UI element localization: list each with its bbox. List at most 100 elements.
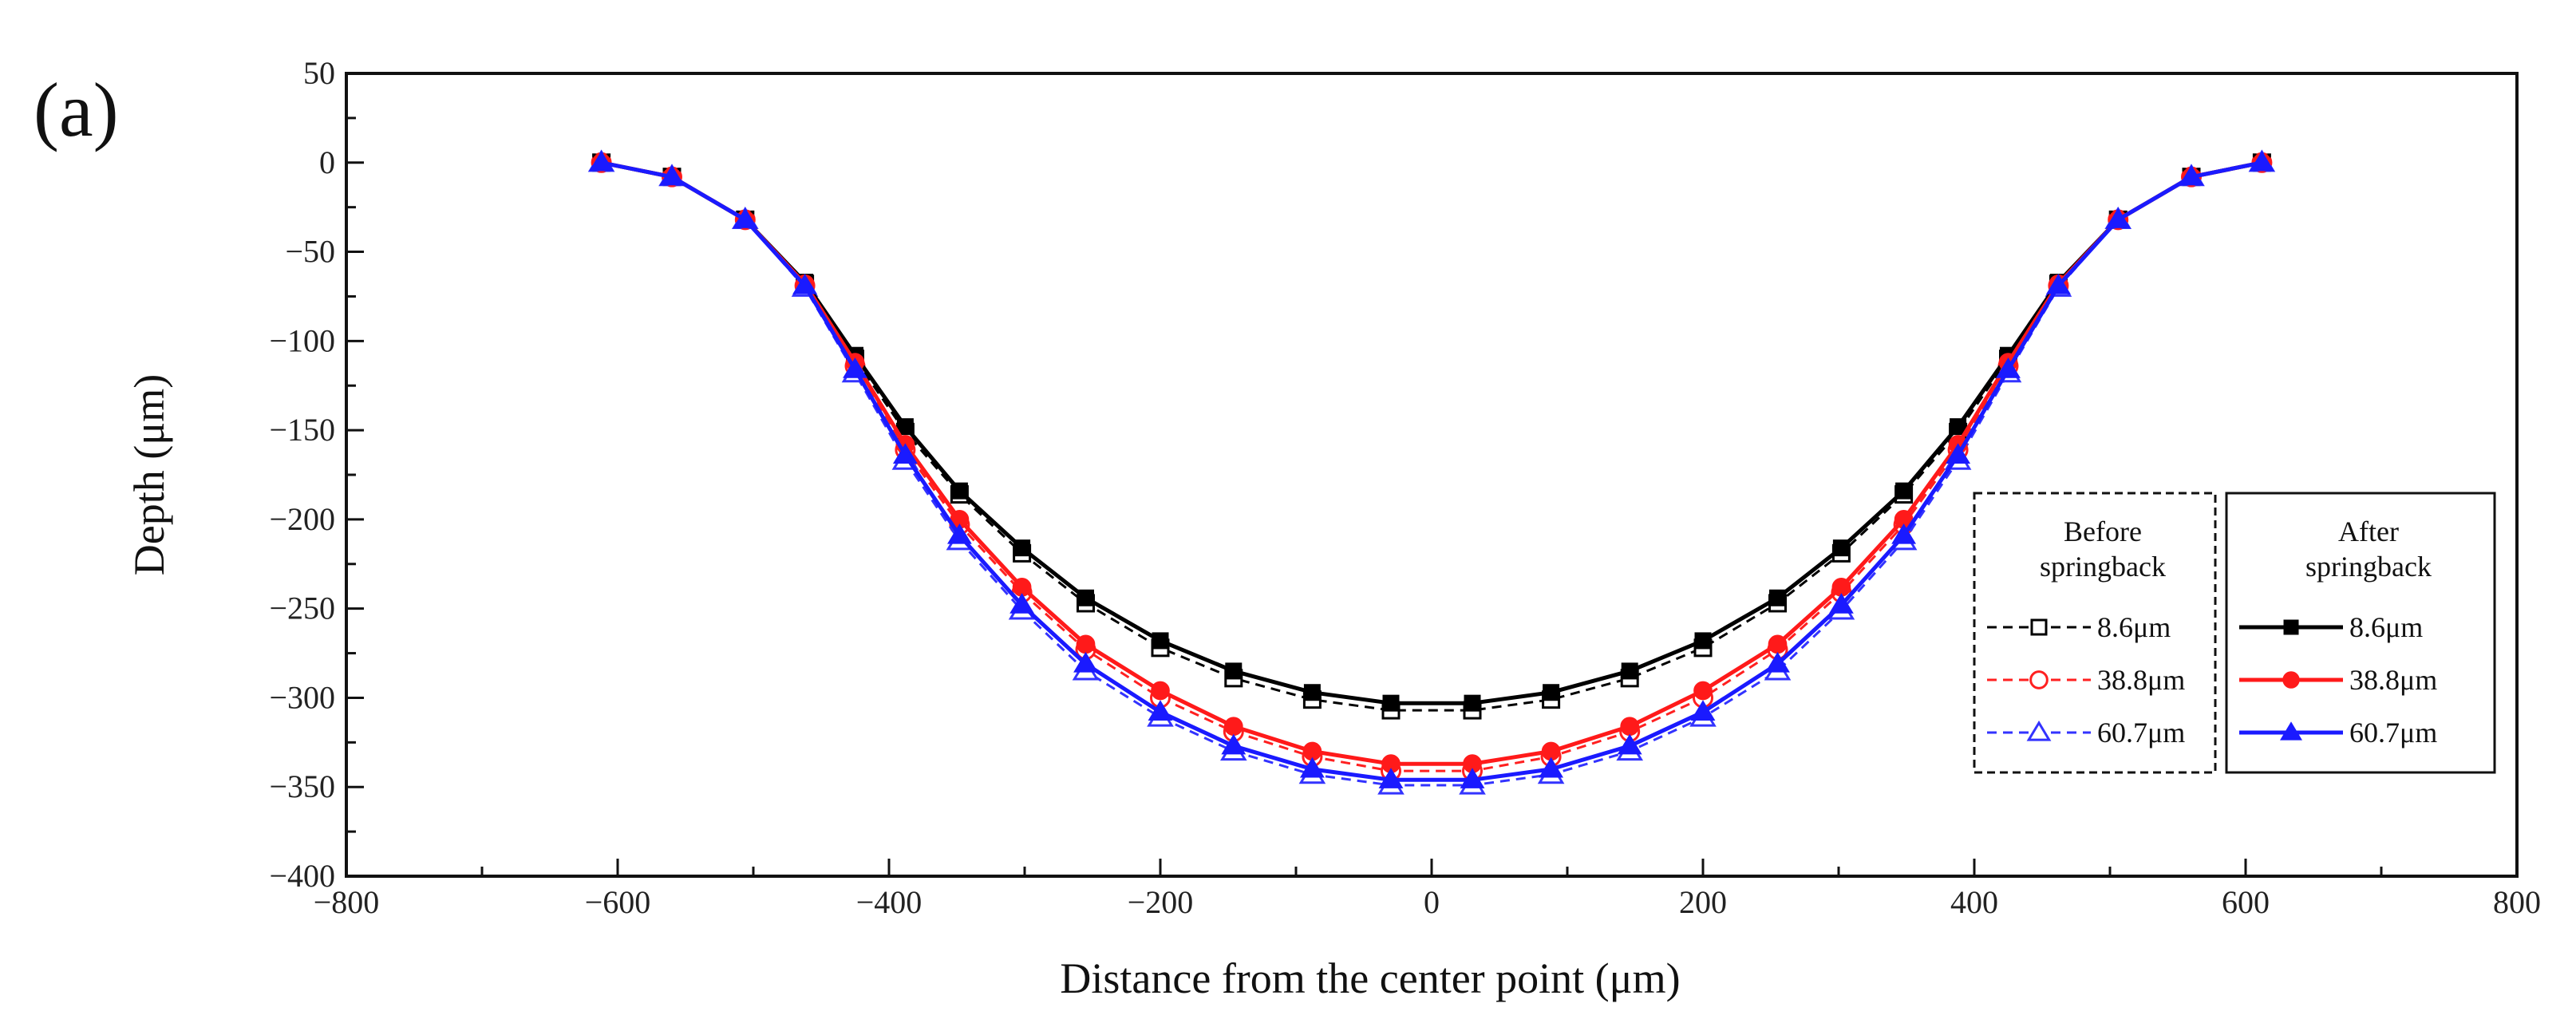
data-point (1765, 651, 1790, 673)
y-tick-label: −150 (269, 412, 335, 448)
panel-label: (a) (34, 67, 119, 152)
data-point (1832, 539, 1850, 557)
data-point (1895, 482, 1913, 500)
data-point (1541, 741, 1561, 761)
y-tick-label: −250 (269, 591, 335, 626)
x-tick-label: 800 (2493, 884, 2541, 920)
legend-before-springback: Before springback 8.6μm 38.8μm 60.7μm (1973, 492, 2217, 774)
data-point (2179, 164, 2204, 186)
legend-marker (2280, 721, 2302, 741)
data-point (950, 482, 968, 500)
legend-box (1973, 492, 2217, 774)
data-point (1148, 700, 1173, 721)
data-point (1950, 418, 1967, 436)
y-tick-label: 0 (319, 144, 335, 180)
legend-after-springback: After springback 8.6μm 38.8μm 60.7μm (2225, 492, 2496, 774)
data-point (1077, 589, 1094, 606)
data-point (1013, 539, 1031, 557)
data-point (1303, 684, 1321, 701)
legend-title: springback (2040, 551, 2166, 583)
x-tick-label: −200 (1128, 884, 1194, 920)
data-point (1151, 681, 1170, 701)
legend-label: 60.7μm (2349, 717, 2437, 749)
data-point (589, 150, 614, 172)
data-point (1946, 443, 1971, 464)
data-point (946, 523, 972, 544)
data-point (659, 164, 685, 186)
legend-label: 38.8μm (2097, 664, 2185, 696)
series-layer (587, 149, 2276, 795)
data-point (1694, 632, 1712, 650)
y-tick-label: 50 (303, 55, 335, 91)
data-point (1302, 741, 1322, 761)
x-tick-label: 400 (1950, 884, 1998, 920)
tick-labels: −800 −600 −400 −200 0 200 400 600 800 50 0 −50 −100 −… (269, 55, 2541, 920)
data-point (2045, 273, 2071, 294)
legend-title: After (2338, 516, 2399, 547)
data-point (1382, 694, 1400, 712)
data-point (1073, 651, 1098, 673)
x-tick-label: 200 (1679, 884, 1727, 920)
series-line (601, 160, 2262, 705)
x-axis-title: Distance from the center point (μm) (1060, 954, 1680, 1002)
legend-marker (2026, 720, 2052, 741)
legend-marker (2030, 618, 2048, 636)
data-point (1996, 357, 2021, 378)
data-point (1621, 662, 1638, 680)
data-point (1464, 694, 1481, 712)
y-tick-label: −100 (269, 322, 335, 358)
data-point (1460, 768, 1485, 788)
data-point (1543, 684, 1560, 701)
legend-marker (2282, 671, 2300, 689)
y-tick-label: −200 (269, 501, 335, 537)
legend-title: springback (2305, 551, 2432, 583)
data-point (1617, 733, 1642, 755)
data-point (1831, 577, 1851, 597)
data-point (1768, 634, 1788, 654)
series-line (601, 160, 2262, 782)
data-point (1539, 756, 1564, 778)
data-point (1152, 632, 1169, 650)
data-point (1221, 733, 1247, 755)
legend-label: 60.7μm (2097, 717, 2185, 749)
plot-frame (345, 72, 2519, 878)
series-after-60-7-m (589, 150, 2274, 788)
data-point (1009, 593, 1035, 614)
data-point (1225, 662, 1243, 680)
data-point (1891, 523, 1917, 544)
y-tick-label: −400 (269, 858, 335, 894)
y-tick-label: −350 (269, 768, 335, 804)
data-point (1378, 768, 1404, 788)
data-point (1828, 593, 1854, 614)
x-tick-label: −600 (585, 884, 651, 920)
data-point (1693, 681, 1713, 701)
legend-marker (2283, 619, 2299, 635)
data-point (1012, 577, 1032, 597)
legend-box (2225, 492, 2496, 774)
x-tick-label: 600 (2222, 884, 2270, 920)
y-tick-label: −50 (285, 234, 335, 270)
data-point (1223, 717, 1243, 737)
data-point (733, 207, 758, 228)
data-point (1076, 634, 1096, 654)
data-point (896, 418, 914, 436)
data-point (2105, 207, 2131, 228)
data-point (892, 443, 918, 464)
legend-title: Before (2064, 516, 2142, 547)
data-point (1299, 756, 1325, 778)
data-point (792, 273, 818, 294)
y-tick-label: −300 (269, 679, 335, 715)
y-axis-title: Depth (μm) (125, 374, 173, 575)
data-point (2249, 150, 2274, 172)
legend-marker (2029, 670, 2049, 689)
legend-label: 8.6μm (2349, 611, 2423, 643)
x-tick-label: 0 (1424, 884, 1440, 920)
data-point (1769, 589, 1786, 606)
data-point (1620, 717, 1640, 737)
data-point (1690, 700, 1716, 721)
x-tick-label: −400 (856, 884, 923, 920)
x-tick-label: −800 (314, 884, 380, 920)
data-point (843, 357, 867, 378)
legend-label: 8.6μm (2097, 611, 2171, 643)
